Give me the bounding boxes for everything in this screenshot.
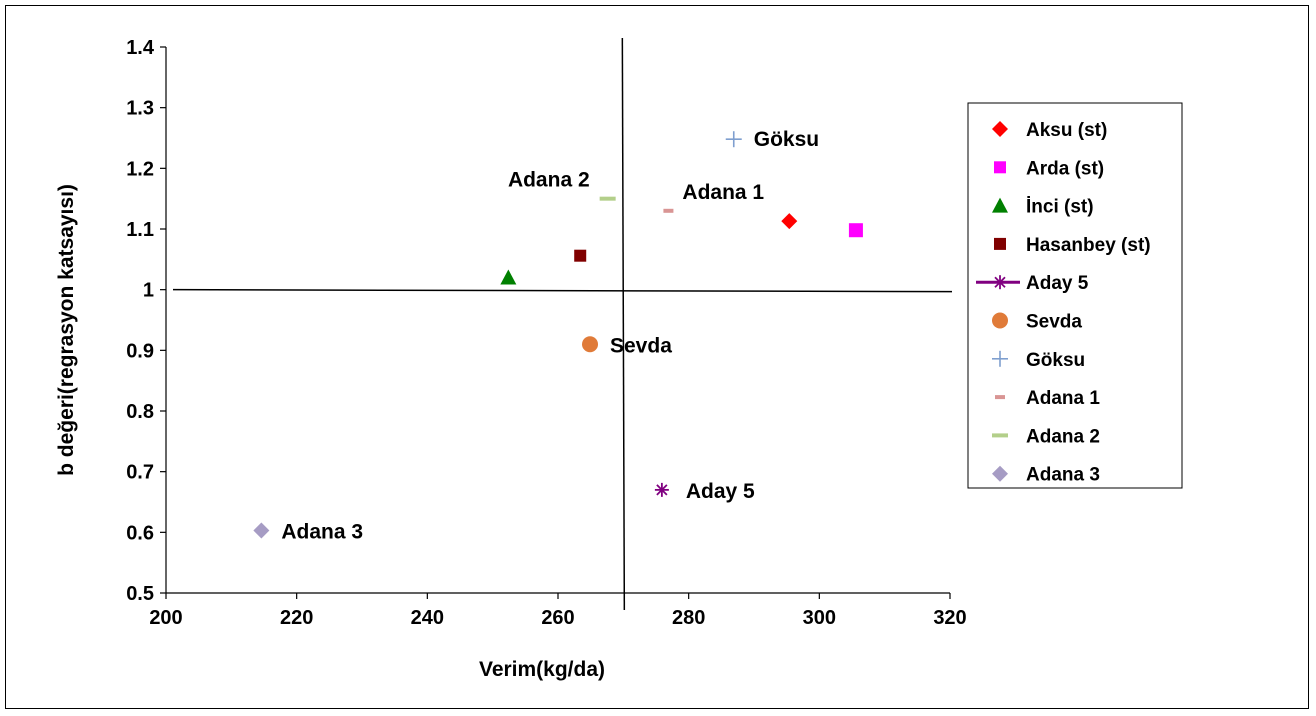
legend-label-1: Aksu (st) <box>1026 120 1107 141</box>
data-point-6 <box>582 336 599 353</box>
axis-ticks: 0.5 0.6 0.7 0.8 0.9 1 1.1 1.2 1.3 1.4 200 220 240 260… <box>126 37 967 629</box>
data-point-8 <box>663 208 674 213</box>
y-tick-label: 0.8 <box>126 401 154 423</box>
legend-marker-4 <box>994 237 1006 250</box>
legend-label-3: İnci (st) <box>1026 197 1094 218</box>
star-d2 <box>994 276 1006 288</box>
horizontal-reference-line <box>172 288 953 293</box>
point-label-9: Adana 2 <box>508 169 590 192</box>
x-tick-label: 320 <box>933 607 966 629</box>
x-tick-label: 300 <box>803 607 836 629</box>
legend-marker-9 <box>992 433 1008 438</box>
data-point-7 <box>725 131 742 148</box>
axes <box>165 47 950 594</box>
y-tick-label: 1 <box>143 280 154 302</box>
point-label-10: Adana 3 <box>281 521 363 544</box>
legend-label-9: Adana 2 <box>1026 426 1100 447</box>
data-point-4 <box>574 249 587 262</box>
chart-frame <box>5 5 1309 709</box>
legend-label-7: Göksu <box>1026 350 1085 371</box>
x-axis-title: Verim(kg/da) <box>479 658 605 681</box>
x-tick-label: 280 <box>672 607 705 629</box>
y-tick-label: 1.1 <box>126 219 154 241</box>
data-point-3 <box>500 269 517 285</box>
y-tick-label: 1.3 <box>126 98 154 120</box>
point-label-6: Sevda <box>610 334 672 357</box>
y-tick-label: 0.9 <box>126 340 154 362</box>
reference-lines <box>172 37 953 611</box>
legend-marker-6 <box>992 312 1008 329</box>
legend-label-5: Aday 5 <box>1026 273 1089 294</box>
point-label-8: Adana 1 <box>682 181 764 204</box>
legend-marker-3 <box>992 197 1008 213</box>
data-point-1 <box>781 213 798 230</box>
legend: Aksu (st) Arda (st) İnci (st) Hasanbey (st)… <box>967 102 1183 489</box>
y-tick-label: 0.5 <box>126 583 154 605</box>
data-point-9 <box>599 196 616 201</box>
legend-label-4: Hasanbey (st) <box>1026 235 1151 256</box>
legend-marker-2 <box>994 161 1006 174</box>
legend-marker-8 <box>995 395 1005 400</box>
legend-label-10: Adana 3 <box>1026 465 1100 486</box>
legend-marker-1 <box>992 121 1008 137</box>
star-d2 <box>656 484 668 496</box>
legend-marker-5 <box>993 275 1007 290</box>
legend-marker-10 <box>992 465 1008 482</box>
point-label-5: Aday 5 <box>686 480 755 503</box>
data-points <box>253 131 863 539</box>
data-point-10 <box>253 522 270 539</box>
data-point-2 <box>848 223 863 238</box>
legend-label-8: Adana 1 <box>1026 388 1100 409</box>
vertical-reference-line <box>621 37 626 611</box>
x-tick-label: 260 <box>541 607 574 629</box>
y-tick-label: 0.6 <box>126 522 154 544</box>
legend-label-2: Arda (st) <box>1026 158 1104 179</box>
legend-label-6: Sevda <box>1026 312 1082 333</box>
legend-marker-7 <box>992 350 1008 367</box>
point-labels: Aday 5 Sevda Göksu Adana 1 Adana 2 Adana 3 <box>281 128 819 543</box>
y-axis-title: b değeri(regrasyon katsayısı) <box>55 184 78 476</box>
x-tick-label: 240 <box>411 607 444 629</box>
y-tick-label: 1.2 <box>126 158 154 180</box>
point-label-7: Göksu <box>754 128 819 151</box>
x-tick-label: 200 <box>149 607 182 629</box>
y-tick-label: 0.7 <box>126 462 154 484</box>
data-point-5 <box>654 482 669 497</box>
x-tick-label: 220 <box>280 607 313 629</box>
y-tick-label: 1.4 <box>126 37 155 59</box>
